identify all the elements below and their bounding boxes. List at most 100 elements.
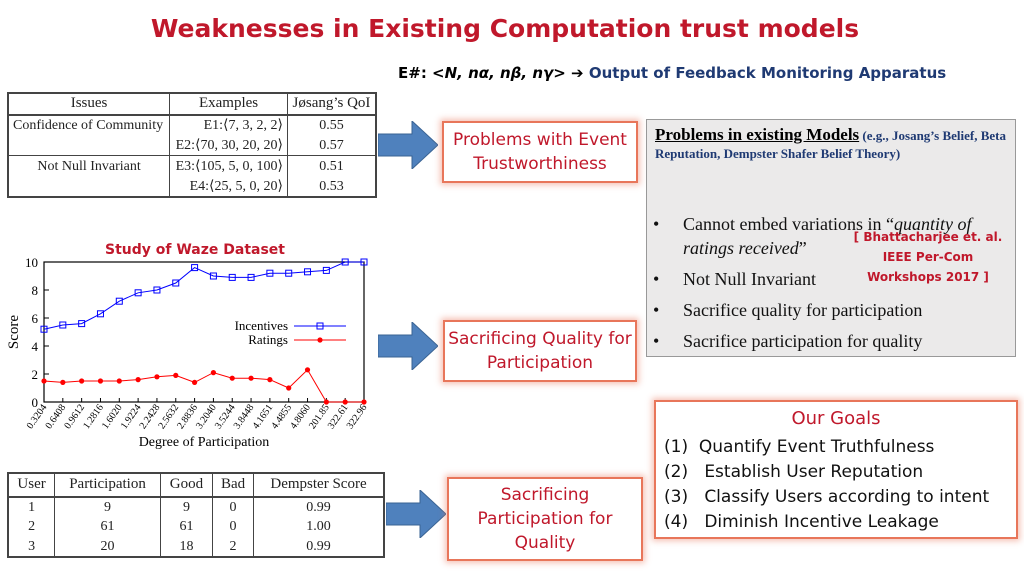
- waze-line-chart: 02468100.32040.64080.96121.28161.60201.9…: [6, 255, 370, 450]
- data-point: [135, 377, 141, 383]
- data-point: [361, 399, 367, 405]
- y-tick-label: 6: [32, 311, 39, 326]
- list-item-text: Sacrifice quality for participation: [683, 300, 923, 320]
- data-point: [341, 258, 349, 266]
- data-point: [60, 379, 66, 385]
- data-point: [173, 372, 179, 378]
- bullet-icon: •: [653, 214, 660, 234]
- data-point: [41, 378, 47, 384]
- table-cell: 0.57: [319, 138, 344, 153]
- bullet-icon: •: [653, 300, 660, 320]
- arrow-glyph: ➔: [571, 64, 584, 82]
- y-tick-label: 2: [32, 367, 39, 382]
- legend-marker: [316, 322, 324, 330]
- y-tick-label: 4: [32, 339, 39, 354]
- problems-heading-title: Problems in existing Models: [655, 125, 860, 144]
- data-point: [209, 272, 217, 280]
- goal-text: Quantify Event Truthfulness: [698, 437, 935, 457]
- problems-box: Problems in existing Models (e.g., Josan…: [646, 119, 1016, 357]
- table-cell: 2: [8, 517, 56, 537]
- data-point: [247, 273, 255, 281]
- table-cell: 9: [160, 496, 214, 518]
- x-axis-label: Degree of Participation: [139, 435, 270, 450]
- callout-participation-for-quality: Sacrificing Participation for Quality: [447, 477, 643, 561]
- table-cell: 1: [8, 496, 56, 518]
- column-header: Dempster Score: [253, 473, 385, 498]
- legend-marker: [317, 337, 323, 343]
- table-row: E4:⟨25, 5, 0, 20⟩ 0.53: [8, 176, 376, 197]
- callout-event-trustworthiness: Problems with Event Trustworthiness: [442, 121, 638, 183]
- callout-quality-for-participation: Sacrificing Quality for Participation: [443, 320, 637, 382]
- x-tick-label: 322.96: [345, 402, 370, 431]
- data-point: [248, 375, 254, 381]
- data-point: [191, 379, 198, 385]
- list-item-text: ”: [798, 238, 807, 258]
- column-header: Good: [160, 473, 214, 498]
- data-point: [286, 385, 292, 391]
- goal-text: Establish User Reputation: [704, 462, 924, 482]
- table-header-row: User Participation Good Bad Dempster Sco…: [8, 473, 385, 498]
- table-cell: [8, 135, 171, 156]
- series-line-ratings: [43, 368, 364, 403]
- user-table: User Participation Good Bad Dempster Sco…: [7, 472, 385, 558]
- data-point: [304, 268, 312, 276]
- table-row: Confidence of Community E1:⟨7, 3, 2, 2⟩ …: [8, 114, 376, 136]
- table-cell: 3: [8, 536, 56, 557]
- subtitle-symbols: N, nα, nβ, nγ: [444, 64, 554, 82]
- table-cell: [8, 176, 171, 197]
- page-title: Weaknesses in Existing Computation trust…: [150, 14, 860, 43]
- list-item-text: Not Null Invariant: [683, 269, 816, 289]
- right-arrow-icon: [386, 490, 446, 538]
- data-point: [79, 378, 85, 384]
- column-header: Participation: [54, 473, 161, 498]
- list-item: • Sacrifice quality for participation: [653, 298, 1015, 322]
- table-cell: 0.99: [253, 496, 385, 518]
- goal-text: Classify Users according to intent: [704, 487, 990, 507]
- table-cell: 0.99: [253, 536, 385, 557]
- table-row: 2 61 61 0 1.00: [8, 517, 385, 537]
- data-point: [78, 320, 86, 328]
- problems-heading: Problems in existing Models (e.g., Josan…: [655, 126, 1010, 163]
- data-point: [115, 297, 123, 305]
- column-header: User: [8, 473, 56, 498]
- legend-label: Ratings: [248, 332, 288, 347]
- table-cell: 0.55: [319, 118, 344, 134]
- data-point: [134, 289, 142, 297]
- data-point: [97, 378, 104, 384]
- column-header: Bad: [212, 473, 255, 498]
- goals-box: Our Goals (1) Quantify Event Truthfulnes…: [654, 400, 1018, 539]
- table-cell: 0: [212, 517, 255, 537]
- y-tick-label: 8: [32, 283, 39, 298]
- table-cell: 2: [212, 536, 255, 557]
- y-tick-label: 0: [32, 395, 39, 410]
- chart-title: Study of Waze Dataset: [105, 242, 285, 258]
- list-item: (2) Establish User Reputation: [664, 460, 989, 485]
- y-axis-label: Score: [6, 315, 22, 349]
- list-item: • Cannot embed variations in “quantity of…: [653, 212, 1015, 260]
- data-point: [172, 279, 180, 287]
- table-cell: 20: [54, 536, 161, 557]
- reference-citation: [ Bhattacharjee et. al. IEEE Per-Com Wor…: [853, 230, 1003, 284]
- data-point: [267, 377, 273, 383]
- list-item-text: Cannot embed variations in “: [683, 214, 894, 234]
- data-point: [40, 325, 48, 333]
- data-point: [228, 273, 236, 281]
- goals-title: Our Goals: [791, 408, 881, 429]
- data-point: [266, 269, 274, 277]
- goals-list: (1) Quantify Event Truthfulness (2) Esta…: [664, 435, 989, 535]
- table-cell: Not Null Invariant: [8, 155, 171, 177]
- goal-number: (1): [664, 437, 689, 457]
- data-point: [229, 375, 235, 381]
- table-cell: 61: [160, 517, 214, 537]
- right-arrow-icon: [378, 322, 438, 370]
- table-cell: Confidence of Community: [8, 114, 171, 136]
- table-cell: 9: [54, 496, 161, 518]
- goal-number: (3): [664, 487, 689, 507]
- data-point: [304, 367, 311, 373]
- data-point: [210, 370, 217, 376]
- table-row: Not Null Invariant E3:⟨105, 5, 0, 100⟩ 0…: [8, 155, 376, 177]
- series-line-incentives: [43, 261, 364, 330]
- table-cell: 1.00: [253, 517, 385, 537]
- y-tick-label: 10: [25, 255, 38, 270]
- column-header: Jøsang’s QoI: [287, 93, 376, 116]
